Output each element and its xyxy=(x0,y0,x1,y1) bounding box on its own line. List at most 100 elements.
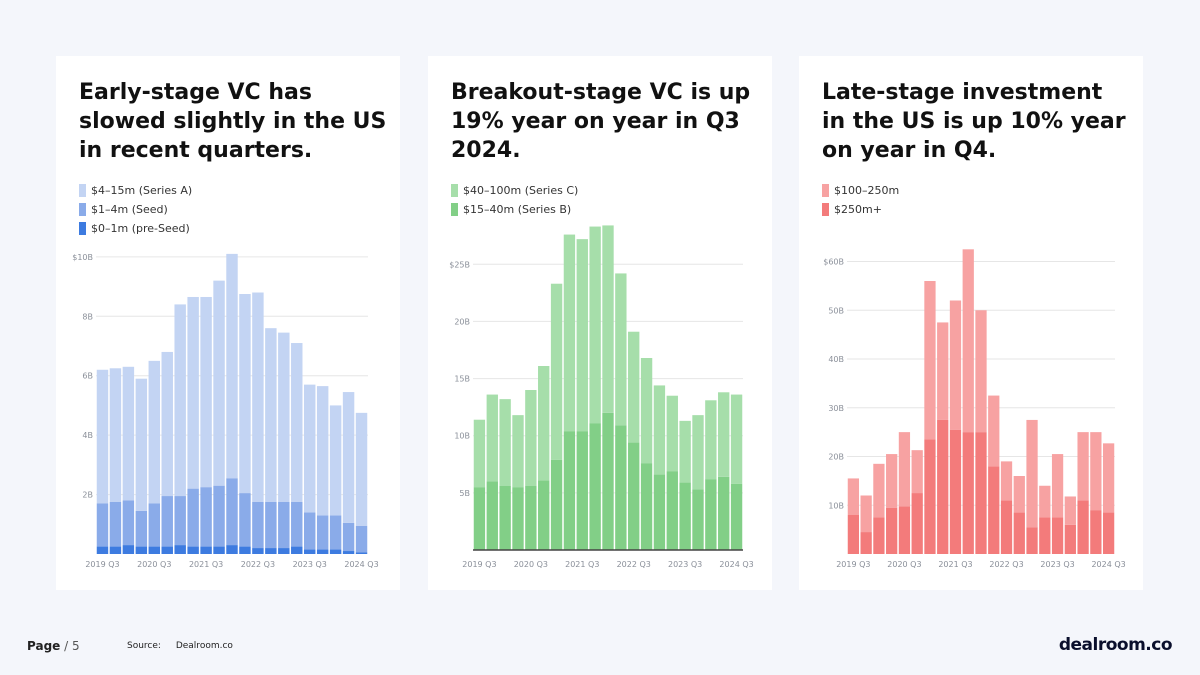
y-tick-label: 15B xyxy=(454,375,470,384)
x-tick-label: 2020 Q3 xyxy=(137,560,171,569)
bar-segment xyxy=(303,549,316,554)
bar-segment xyxy=(538,480,550,550)
bar-segment xyxy=(239,294,251,494)
bar-segment xyxy=(226,478,238,546)
bar-segment xyxy=(962,432,974,554)
bar-segment xyxy=(550,283,563,460)
bar-segment xyxy=(96,369,109,504)
x-tick-label: 2019 Q3 xyxy=(85,560,119,569)
chart-title: Breakout-stage VC is up 19% year on year… xyxy=(451,80,751,163)
chart-legend: $4–15m (Series A) $1–4m (Seed) $0–1m (pr… xyxy=(79,182,192,239)
page-number: / 5 xyxy=(64,639,80,653)
bar-segment xyxy=(1077,500,1089,554)
bar-segment xyxy=(512,415,524,488)
bar-segment xyxy=(576,431,588,550)
bar-segment xyxy=(886,507,898,554)
bar-segment xyxy=(252,292,264,502)
bar-segment xyxy=(316,515,329,550)
bar-segment xyxy=(860,532,872,554)
legend-item: $100–250m xyxy=(822,182,899,198)
bar-segment xyxy=(898,506,911,554)
bar-segment xyxy=(135,546,148,554)
y-tick-label: 40B xyxy=(828,355,844,364)
bar-segment xyxy=(148,546,161,554)
bar-segment xyxy=(122,545,135,554)
bar-segment xyxy=(161,546,173,554)
bar-segment xyxy=(1064,524,1076,554)
bar-segment xyxy=(550,459,563,550)
legend-item: $15–40m (Series B) xyxy=(451,201,578,217)
bar-segment xyxy=(886,454,898,508)
bar-segment xyxy=(653,385,666,475)
bar-segment xyxy=(200,546,212,554)
bar-segment xyxy=(1000,461,1013,501)
x-tick-label: 2019 Q3 xyxy=(836,560,870,569)
bar-segment xyxy=(640,463,653,550)
bar-segment xyxy=(278,502,290,549)
legend-label: $40–100m (Series C) xyxy=(463,183,579,197)
bar-segment xyxy=(1102,512,1115,554)
bar-segment xyxy=(1013,512,1025,554)
chart-card-early-stage: Early-stage VC has slowed slightly in th… xyxy=(56,56,400,590)
bar-segment xyxy=(962,249,974,433)
bar-segment xyxy=(161,351,173,497)
stacked-bar-chart: 5B 10B 15B 20B $25B 2019 Q3 2020 Q3 2021 Q3 2022… xyxy=(449,225,754,569)
bar-segment xyxy=(589,423,601,550)
bar-segment xyxy=(486,481,498,550)
x-tick-label: 2021 Q3 xyxy=(565,560,599,569)
y-tick-label: 6B xyxy=(82,372,93,381)
bar-segment xyxy=(975,310,987,433)
bar-segment xyxy=(653,474,666,550)
chart-card-late-stage: Late-stage investment in the US is up 10… xyxy=(799,56,1143,590)
bar-segment xyxy=(692,415,704,490)
bar-segment xyxy=(187,546,199,554)
bar-segment xyxy=(1026,527,1038,554)
bar-segment xyxy=(679,420,691,483)
bar-segment xyxy=(342,392,355,523)
bar-segment xyxy=(174,545,186,554)
bar-segment xyxy=(718,476,730,550)
bar-segment xyxy=(1064,496,1076,525)
bar-segment xyxy=(213,546,225,554)
bar-segment xyxy=(1039,517,1051,554)
x-tick-label: 2023 Q3 xyxy=(293,560,327,569)
bar-segment xyxy=(563,234,576,432)
bar-segment xyxy=(265,502,277,549)
x-tick-label: 2021 Q3 xyxy=(938,560,972,569)
bar-segment xyxy=(1039,485,1051,518)
legend-item: $4–15m (Series A) xyxy=(79,182,192,198)
bar-segment xyxy=(316,386,329,516)
bar-segment xyxy=(265,328,277,502)
bar-segment xyxy=(122,500,135,546)
legend-swatch xyxy=(451,202,458,216)
page-indicator: Page / 5 xyxy=(27,639,80,653)
bar-segment xyxy=(355,525,368,553)
bar-segment xyxy=(278,332,290,502)
bar-segment xyxy=(486,394,498,482)
bar-segment xyxy=(1000,500,1013,554)
bar-segment xyxy=(847,478,860,515)
y-tick-label: 10B xyxy=(828,501,844,510)
bar-segment xyxy=(602,225,614,413)
bar-segment xyxy=(355,552,368,554)
bar-segment xyxy=(135,510,148,547)
bar-segment xyxy=(291,546,303,554)
bar-segment xyxy=(975,432,987,554)
bar-segment xyxy=(576,239,588,432)
bar-segment xyxy=(937,322,949,420)
bar-segment xyxy=(109,546,122,554)
legend-label: $100–250m xyxy=(834,183,900,197)
y-tick-label: 5B xyxy=(459,489,470,498)
bar-segment xyxy=(1102,443,1115,513)
bar-segment xyxy=(213,485,225,547)
bar-segment xyxy=(924,439,936,554)
bar-segment xyxy=(911,493,923,554)
y-tick-label: 2B xyxy=(82,491,93,500)
y-tick-label: 8B xyxy=(82,312,93,321)
chart-legend: $40–100m (Series C) $15–40m (Series B) xyxy=(451,182,578,220)
bar-segment xyxy=(860,495,872,533)
y-tick-label: $25B xyxy=(449,260,470,269)
bar-segment xyxy=(342,522,355,552)
bar-segment xyxy=(1013,476,1025,513)
y-tick-label: 20B xyxy=(828,453,844,462)
